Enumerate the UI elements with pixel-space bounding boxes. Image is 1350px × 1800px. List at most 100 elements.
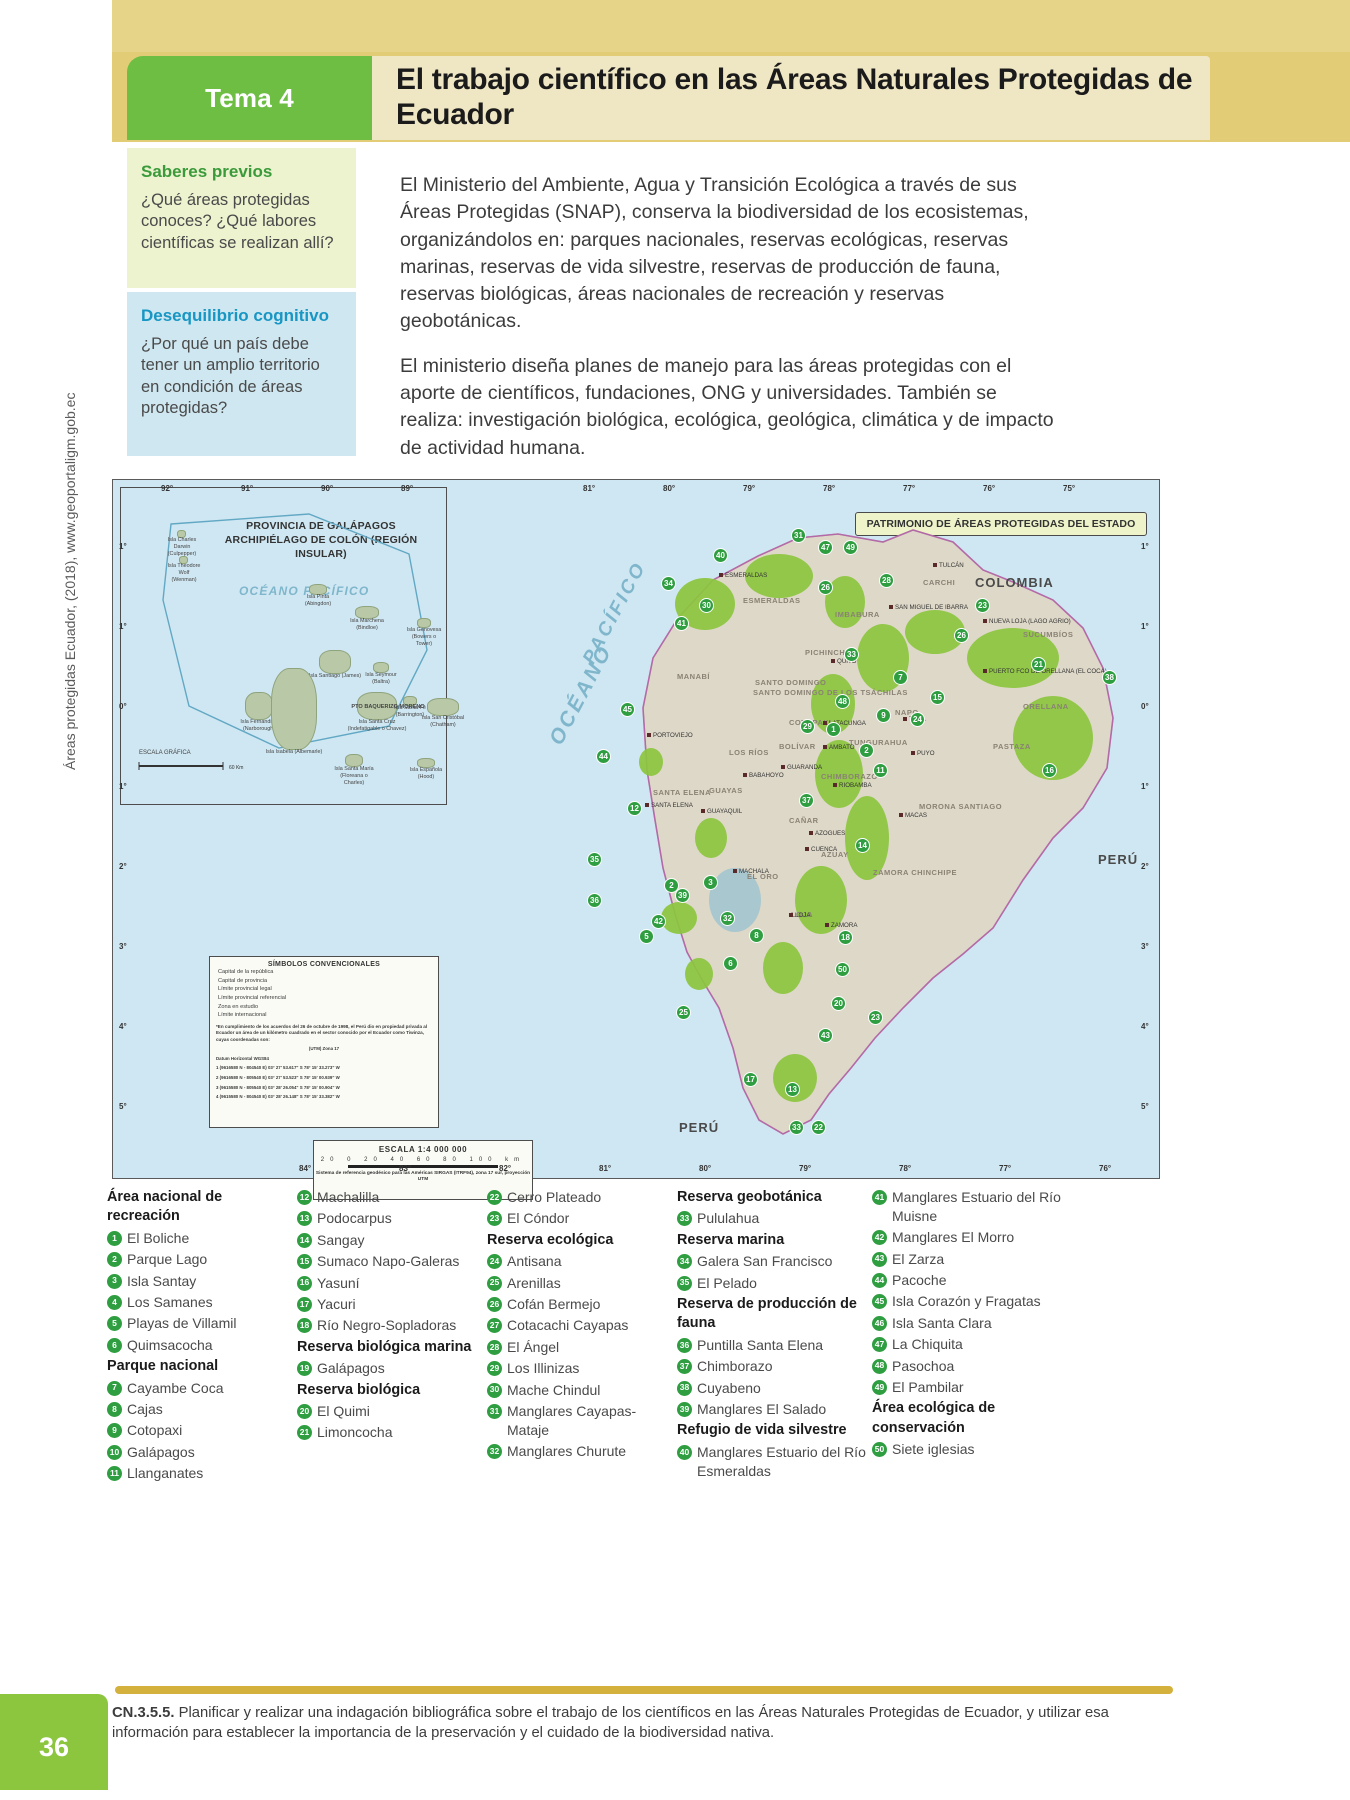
legend-item[interactable]: 4 Los Samanes bbox=[107, 1293, 297, 1312]
legend-item[interactable]: 25 Arenillas bbox=[487, 1274, 677, 1293]
map-pin[interactable]: 29 bbox=[800, 719, 815, 734]
legend-item[interactable]: 14 Sangay bbox=[297, 1231, 487, 1250]
legend-item[interactable]: 40 Manglares Estuario del Río Esmeraldas bbox=[677, 1443, 872, 1481]
map-pin[interactable]: 44 bbox=[596, 749, 611, 764]
legend-item[interactable]: 3 Isla Santay bbox=[107, 1272, 297, 1291]
map-pin[interactable]: 17 bbox=[743, 1072, 758, 1087]
legend-item[interactable]: 21 Limoncocha bbox=[297, 1423, 487, 1442]
legend-item[interactable]: 22 Cerro Plateado bbox=[487, 1188, 677, 1207]
legend-item[interactable]: 1 El Boliche bbox=[107, 1229, 297, 1248]
map-pin[interactable]: 42 bbox=[651, 914, 666, 929]
legend-item[interactable]: 37 Chimborazo bbox=[677, 1357, 872, 1376]
legend-item[interactable]: 17 Yacuri bbox=[297, 1295, 487, 1314]
legend-item[interactable]: 45 Isla Corazón y Fragatas bbox=[872, 1292, 1072, 1311]
map-pin[interactable]: 1 bbox=[826, 722, 841, 737]
map-pin[interactable]: 47 bbox=[818, 540, 833, 555]
map-pin[interactable]: 39 bbox=[675, 888, 690, 903]
legend-item[interactable]: 33 Pululahua bbox=[677, 1209, 872, 1228]
legend-item[interactable]: 31 Manglares Cayapas-Mataje bbox=[487, 1402, 677, 1440]
map-pin[interactable]: 31 bbox=[791, 528, 806, 543]
map-pin[interactable]: 40 bbox=[713, 548, 728, 563]
legend-item[interactable]: 34 Galera San Francisco bbox=[677, 1252, 872, 1271]
map-pin[interactable]: 25 bbox=[676, 1005, 691, 1020]
map-pin[interactable]: 30 bbox=[699, 598, 714, 613]
legend-item[interactable]: 28 El Ángel bbox=[487, 1338, 677, 1357]
map-pin[interactable]: 15 bbox=[930, 690, 945, 705]
map-pin[interactable]: 33 bbox=[789, 1120, 804, 1135]
legend-item[interactable]: 41 Manglares Estuario del Río Muisne bbox=[872, 1188, 1072, 1226]
map-pin[interactable]: 9 bbox=[876, 708, 891, 723]
map-pin[interactable]: 48 bbox=[835, 694, 850, 709]
map-pin[interactable]: 50 bbox=[835, 962, 850, 977]
legend-item[interactable]: 42 Manglares El Morro bbox=[872, 1228, 1072, 1247]
legend-item[interactable]: 16 Yasuní bbox=[297, 1274, 487, 1293]
map-pin[interactable]: 11 bbox=[873, 763, 888, 778]
legend-item[interactable]: 19 Galápagos bbox=[297, 1359, 487, 1378]
legend-item[interactable]: 44 Pacoche bbox=[872, 1271, 1072, 1290]
map-pin[interactable]: 14 bbox=[855, 838, 870, 853]
map-pin[interactable]: 26 bbox=[818, 580, 833, 595]
legend-item[interactable]: 13 Podocarpus bbox=[297, 1209, 487, 1228]
legend-item[interactable]: 10 Galápagos bbox=[107, 1443, 297, 1462]
legend-item[interactable]: 20 El Quimi bbox=[297, 1402, 487, 1421]
legend-item[interactable]: 43 El Zarza bbox=[872, 1250, 1072, 1269]
legend-item[interactable]: 15 Sumaco Napo-Galeras bbox=[297, 1252, 487, 1271]
legend-item[interactable]: 9 Cotopaxi bbox=[107, 1421, 297, 1440]
map-pin[interactable]: 24 bbox=[910, 712, 925, 727]
map-pin[interactable]: 23 bbox=[868, 1010, 883, 1025]
map-pin[interactable]: 32 bbox=[720, 911, 735, 926]
legend-item[interactable]: 5 Playas de Villamil bbox=[107, 1314, 297, 1333]
legend-item[interactable]: 6 Quimsacocha bbox=[107, 1336, 297, 1355]
map-pin[interactable]: 49 bbox=[843, 540, 858, 555]
map-pin[interactable]: 20 bbox=[831, 996, 846, 1011]
map-pin[interactable]: 6 bbox=[723, 956, 738, 971]
legend-item[interactable]: 35 El Pelado bbox=[677, 1274, 872, 1293]
legend-item[interactable]: 26 Cofán Bermejo bbox=[487, 1295, 677, 1314]
map-pin[interactable]: 16 bbox=[1042, 763, 1057, 778]
legend-item[interactable]: 46 Isla Santa Clara bbox=[872, 1314, 1072, 1333]
legend-item[interactable]: 8 Cajas bbox=[107, 1400, 297, 1419]
map-pin[interactable]: 33 bbox=[844, 647, 859, 662]
legend-item[interactable]: 39 Manglares El Salado bbox=[677, 1400, 872, 1419]
legend-item[interactable]: 29 Los Illinizas bbox=[487, 1359, 677, 1378]
legend-item[interactable]: 50 Siete iglesias bbox=[872, 1440, 1072, 1459]
legend-item[interactable]: 7 Cayambe Coca bbox=[107, 1379, 297, 1398]
legend-item[interactable]: 49 El Pambilar bbox=[872, 1378, 1072, 1397]
legend-item[interactable]: 38 Cuyabeno bbox=[677, 1379, 872, 1398]
legend-item[interactable]: 48 Pasochoa bbox=[872, 1357, 1072, 1376]
map-pin[interactable]: 45 bbox=[620, 702, 635, 717]
map-pin[interactable]: 38 bbox=[1102, 670, 1117, 685]
legend-item[interactable]: 27 Cotacachi Cayapas bbox=[487, 1316, 677, 1335]
map-pin[interactable]: 34 bbox=[661, 576, 676, 591]
map-pin[interactable]: 36 bbox=[587, 893, 602, 908]
legend-item[interactable]: 23 El Cóndor bbox=[487, 1209, 677, 1228]
map-pin[interactable]: 41 bbox=[674, 616, 689, 631]
map-pin[interactable]: 8 bbox=[749, 928, 764, 943]
map-pin[interactable]: 3 bbox=[703, 875, 718, 890]
map-pin[interactable]: 26 bbox=[954, 628, 969, 643]
map-pin[interactable]: 28 bbox=[879, 573, 894, 588]
map-pin[interactable]: 23 bbox=[975, 598, 990, 613]
map-pin[interactable]: 7 bbox=[893, 670, 908, 685]
legend-item[interactable]: 30 Mache Chindul bbox=[487, 1381, 677, 1400]
legend-item[interactable]: 32 Manglares Churute bbox=[487, 1442, 677, 1461]
map-pin[interactable]: 2 bbox=[664, 878, 679, 893]
map-pin[interactable]: 13 bbox=[785, 1082, 800, 1097]
legend-item[interactable]: 18 Río Negro-Sopladoras bbox=[297, 1316, 487, 1335]
map-pin[interactable]: 5 bbox=[639, 929, 654, 944]
map-pin[interactable]: 22 bbox=[811, 1120, 826, 1135]
map-pin[interactable]: 18 bbox=[838, 930, 853, 945]
legend-item[interactable]: 2 Parque Lago bbox=[107, 1250, 297, 1269]
map-pin[interactable]: 43 bbox=[818, 1028, 833, 1043]
map-pin[interactable]: 35 bbox=[587, 852, 602, 867]
legend-item[interactable]: 36 Puntilla Santa Elena bbox=[677, 1336, 872, 1355]
legend-item[interactable]: 12 Machalilla bbox=[297, 1188, 487, 1207]
map-pin[interactable]: 21 bbox=[1031, 657, 1046, 672]
legend-item[interactable]: 24 Antisana bbox=[487, 1252, 677, 1271]
map-pin[interactable]: 37 bbox=[799, 793, 814, 808]
map-pin[interactable]: 2 bbox=[859, 743, 874, 758]
tema-badge: Tema 4 bbox=[127, 56, 372, 140]
legend-item[interactable]: 11 Llanganates bbox=[107, 1464, 297, 1483]
map-pin[interactable]: 12 bbox=[627, 801, 642, 816]
legend-item[interactable]: 47 La Chiquita bbox=[872, 1335, 1072, 1354]
